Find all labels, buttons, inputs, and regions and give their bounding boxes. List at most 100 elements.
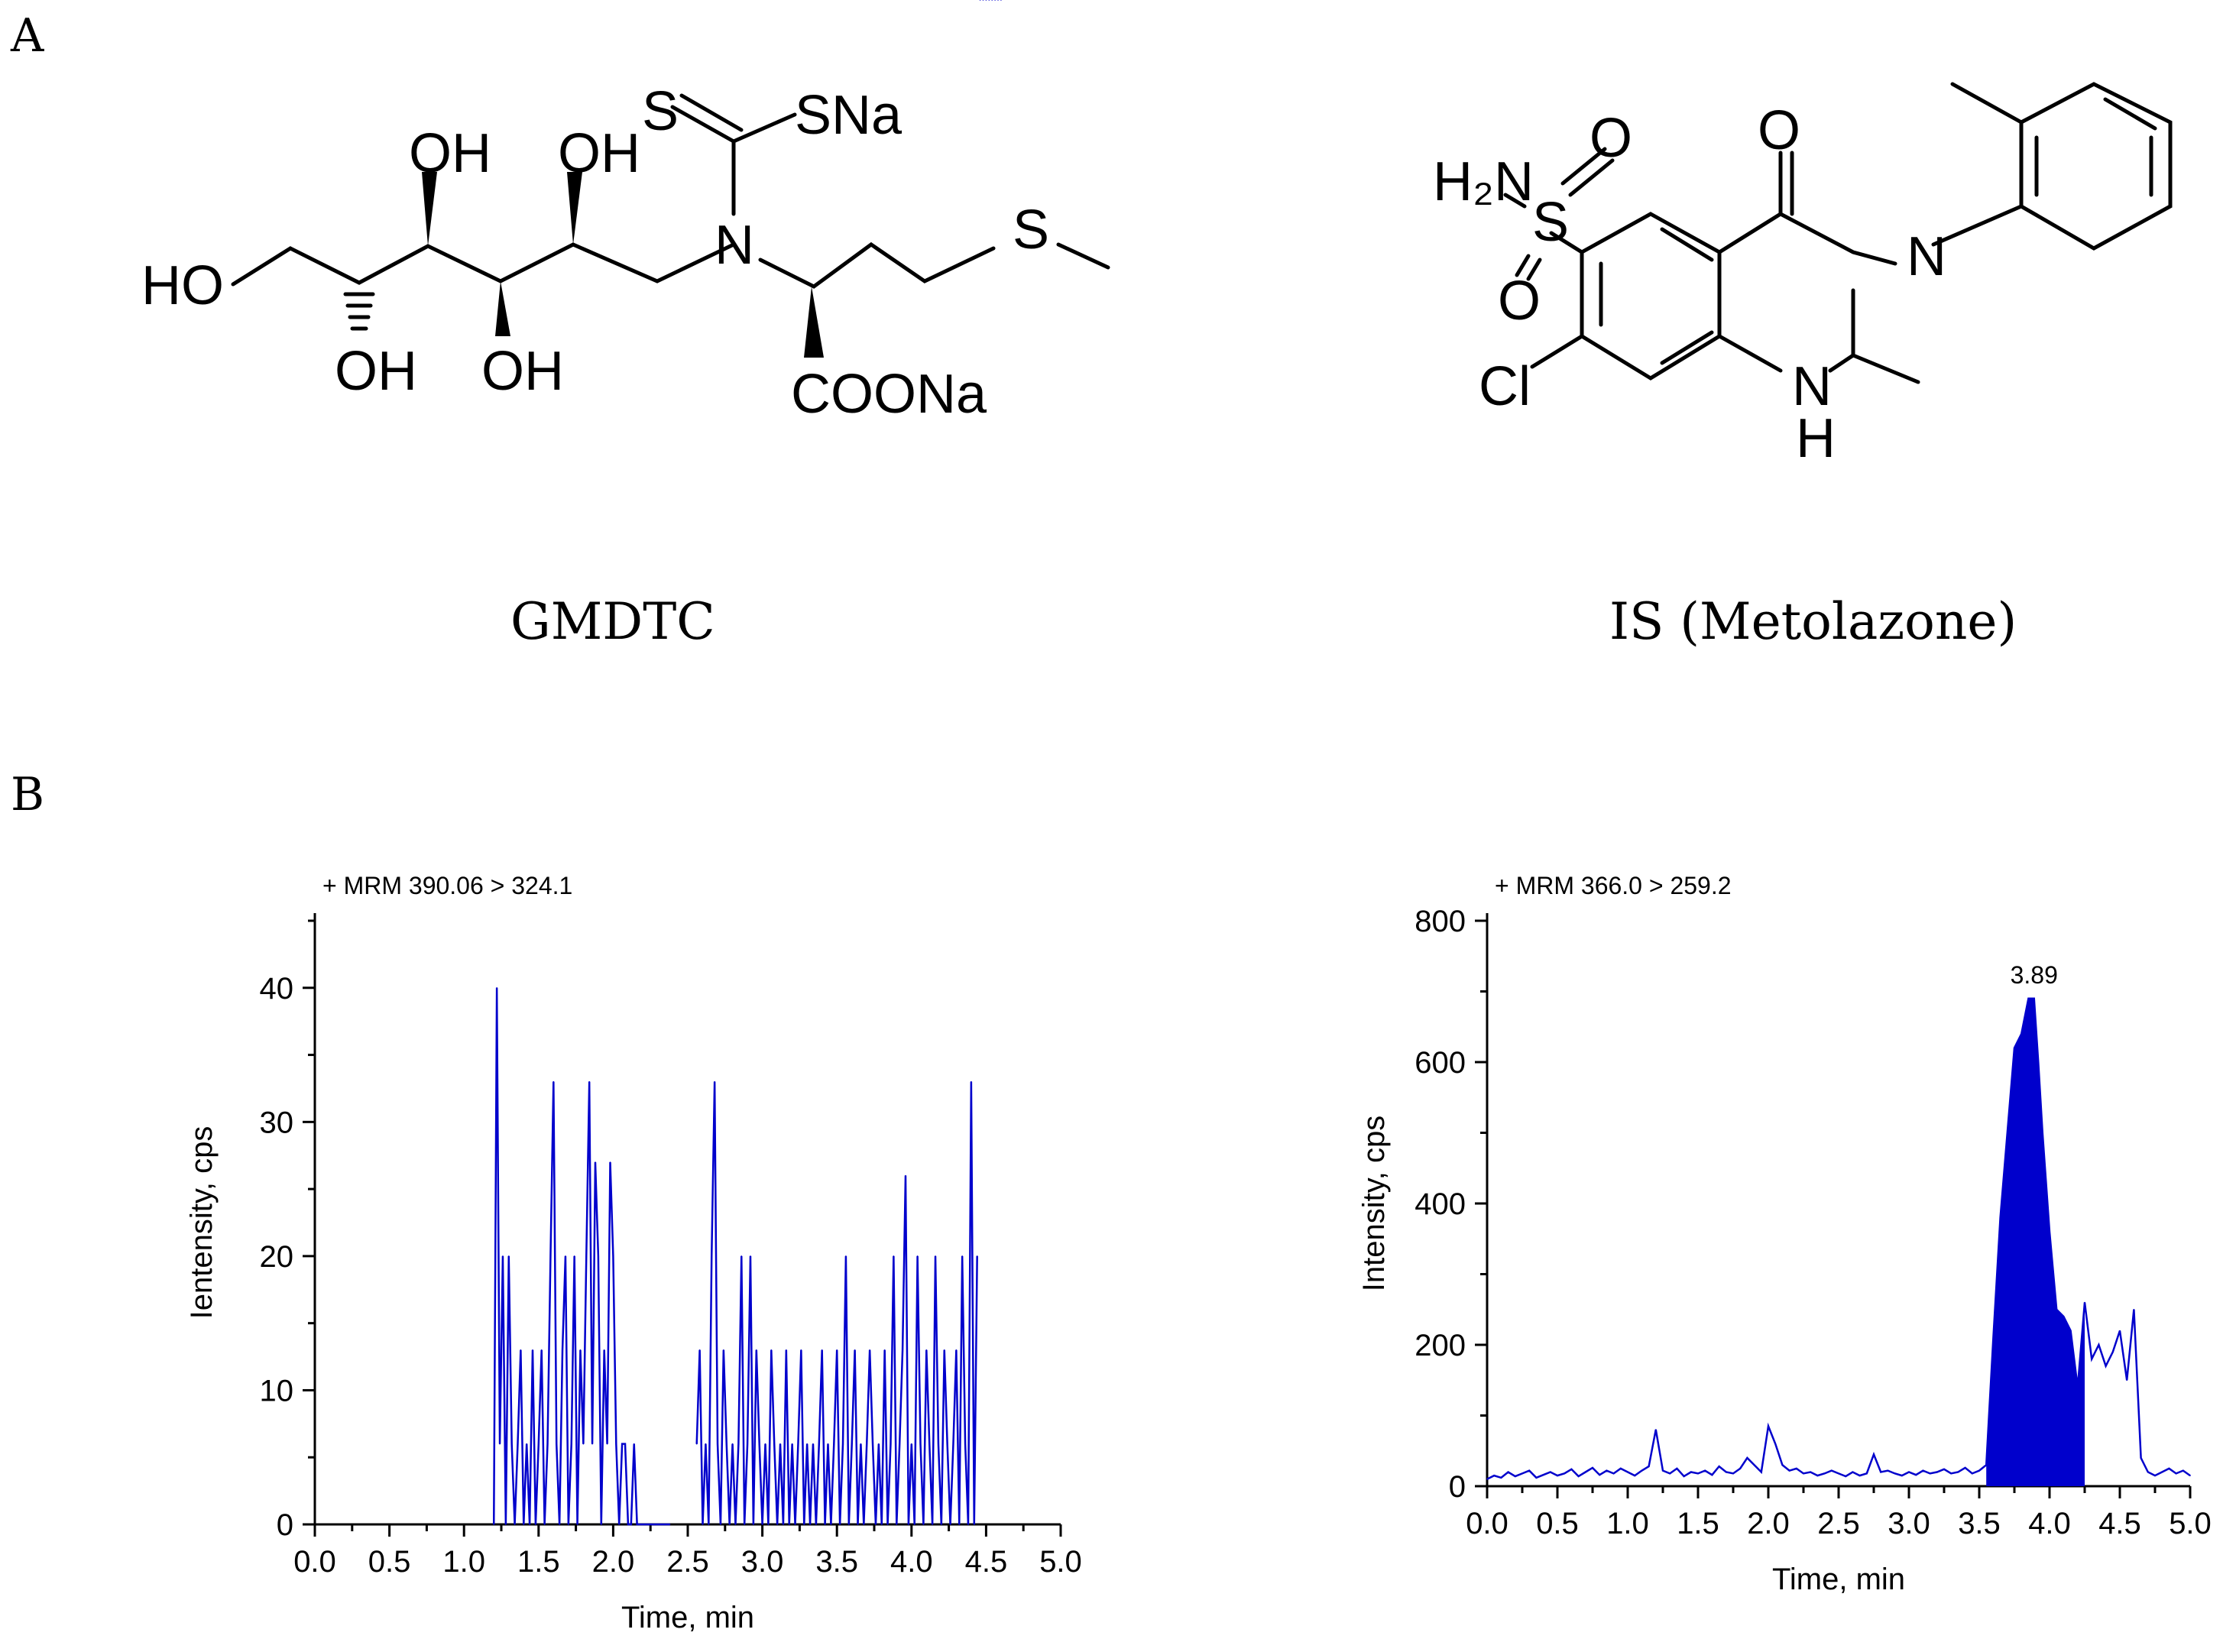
data-point <box>1535 1477 1538 1479</box>
data-point <box>543 1524 546 1525</box>
y-tick-label: 400 <box>1415 1187 1466 1221</box>
data-point <box>773 1443 776 1445</box>
x-tick-label: 2.0 <box>1747 1507 1790 1540</box>
y-tick-label: 40 <box>260 972 294 1006</box>
data-point <box>523 1524 525 1525</box>
data-point <box>1739 1468 1741 1469</box>
data-point <box>1816 1475 1819 1476</box>
data-point <box>750 1255 751 1257</box>
data-point <box>860 1443 862 1445</box>
data-point <box>824 1524 826 1525</box>
data-point <box>505 1524 507 1525</box>
data-point <box>2140 1457 2142 1459</box>
data-point <box>532 1349 533 1351</box>
data-point <box>941 1524 942 1525</box>
data-point <box>546 1443 549 1445</box>
data-point <box>833 1443 835 1445</box>
data-point <box>1866 1472 1868 1475</box>
atom-label: OH <box>558 123 640 184</box>
data-point <box>764 1443 766 1445</box>
data-point <box>612 1255 614 1257</box>
data-point <box>740 1255 743 1257</box>
data-point <box>549 1255 552 1257</box>
x-tick-label: 1.5 <box>517 1545 560 1579</box>
atom-label: O <box>1590 108 1632 169</box>
data-point <box>883 1349 886 1351</box>
x-tick-label: 3.5 <box>1958 1507 2001 1540</box>
data-point <box>988 0 990 1</box>
data-point <box>1557 1475 1558 1476</box>
data-point <box>496 986 497 989</box>
data-point <box>1486 1478 1488 1480</box>
x-tick-label: 0.5 <box>1536 1507 1579 1540</box>
data-point <box>642 1524 644 1525</box>
data-point <box>1493 1475 1495 1476</box>
data-point <box>973 1524 975 1525</box>
atom-label: COONa <box>791 364 987 425</box>
x-tick-label: 2.5 <box>1817 1507 1860 1540</box>
data-point <box>535 1524 536 1525</box>
data-point <box>502 1255 504 1257</box>
data-point <box>776 1524 778 1525</box>
atom-label: N <box>1792 356 1832 417</box>
x-tick-label: 4.0 <box>890 1545 933 1579</box>
x-tick-label: 3.0 <box>741 1545 784 1579</box>
data-point <box>2091 1358 2092 1360</box>
data-point <box>1732 1472 1734 1475</box>
data-point <box>845 1255 847 1257</box>
data-point <box>1627 1471 1628 1473</box>
x-tick-label: 1.0 <box>442 1545 485 1579</box>
data-point <box>657 1524 659 1525</box>
atom-label: O <box>1758 100 1800 161</box>
data-point <box>946 1443 948 1445</box>
data-point <box>830 1524 832 1525</box>
data-point <box>1972 1472 1973 1475</box>
data-point <box>2077 1386 2079 1388</box>
data-point <box>818 1443 820 1445</box>
data-point <box>2056 1308 2057 1310</box>
data-point <box>2084 1301 2085 1304</box>
x-tick-label: 4.5 <box>2098 1507 2141 1540</box>
data-point <box>1922 1469 1924 1472</box>
data-point <box>2042 1132 2043 1134</box>
data-point <box>922 1524 925 1525</box>
data-point <box>618 1524 621 1525</box>
data-point <box>783 1524 784 1525</box>
data-point <box>899 1443 900 1445</box>
x-tick-label: 0.0 <box>1466 1507 1508 1540</box>
data-point <box>1957 1471 1959 1473</box>
data-point <box>731 1443 734 1445</box>
chart-title: + MRM 366.0 > 259.2 <box>1495 872 1732 899</box>
x-tick-label: 0.0 <box>293 1545 336 1579</box>
data-point <box>866 1443 868 1445</box>
data-point <box>1774 1443 1776 1445</box>
data-point <box>880 1524 883 1525</box>
data-point <box>875 1524 877 1525</box>
data-point <box>493 1524 495 1525</box>
data-point <box>1515 1475 1516 1477</box>
data-point <box>1550 1471 1551 1473</box>
y-tick-label: 600 <box>1415 1046 1466 1080</box>
data-point <box>1992 1336 1995 1339</box>
data-point <box>902 1349 903 1351</box>
data-point <box>630 1524 632 1525</box>
data-point <box>627 1524 629 1525</box>
data-point <box>1845 1475 1846 1477</box>
atom-label: OH <box>335 341 417 402</box>
data-point <box>827 1443 829 1445</box>
data-point <box>1718 1466 1720 1467</box>
data-point <box>1964 1467 1966 1469</box>
data-point <box>1796 1468 1797 1469</box>
data-point <box>994 0 996 1</box>
data-point <box>1521 1472 1523 1475</box>
x-tick-label: 4.0 <box>2028 1507 2071 1540</box>
data-point <box>576 1524 578 1525</box>
data-point <box>982 0 984 1</box>
data-point <box>758 1443 760 1445</box>
data-point <box>991 0 993 1</box>
data-point <box>753 1524 754 1525</box>
data-point <box>711 1255 713 1257</box>
data-point <box>1838 1472 1839 1475</box>
data-point <box>538 1443 540 1445</box>
